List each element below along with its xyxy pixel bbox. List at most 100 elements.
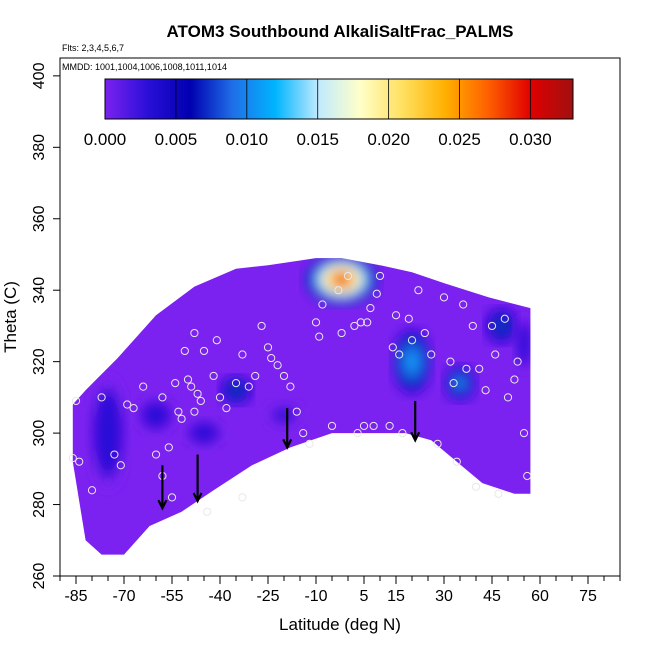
sample-point xyxy=(420,328,429,338)
x-tick-label: 60 xyxy=(531,588,549,605)
value-region xyxy=(136,397,176,434)
value-contour xyxy=(456,379,464,387)
sample-point xyxy=(244,382,253,391)
sample-point xyxy=(404,314,413,323)
sample-point xyxy=(519,429,529,438)
sample-point xyxy=(251,371,260,381)
x-tick-label: -70 xyxy=(112,588,135,605)
colorbar-gradient xyxy=(104,78,574,120)
sample-point xyxy=(350,321,359,331)
x-tick-label: 15 xyxy=(387,588,405,605)
sample-point xyxy=(87,486,97,495)
x-tick-label: -85 xyxy=(64,588,87,605)
sample-point xyxy=(305,439,314,448)
sample-point xyxy=(190,407,199,416)
sample-point xyxy=(75,457,84,466)
x-axis: -85 -70 -55 -40 -25 -10 5 15 30 45 60 75 xyxy=(59,576,621,605)
sample-point xyxy=(433,439,442,448)
y-tick-label: 300 xyxy=(31,420,48,447)
sample-point xyxy=(388,343,397,352)
colorbar-tick-label: 0.030 xyxy=(509,130,552,149)
value-contour xyxy=(522,338,526,350)
y-tick-label: 340 xyxy=(31,277,48,304)
value-contour xyxy=(498,322,505,330)
sample-point xyxy=(391,311,401,320)
arrow-marker xyxy=(282,408,293,450)
heatmap-field xyxy=(72,258,531,555)
value-contour xyxy=(408,355,416,369)
sample-point xyxy=(238,493,247,502)
value-region xyxy=(88,375,128,491)
sample-point xyxy=(180,346,189,356)
sample-point xyxy=(311,318,321,327)
sample-point xyxy=(503,393,513,402)
arrow-marker xyxy=(157,465,168,511)
x-axis-label: Latitude (deg N) xyxy=(279,615,401,634)
sample-point xyxy=(238,350,247,359)
value-region xyxy=(392,329,432,394)
sample-point xyxy=(209,371,218,381)
sample-point xyxy=(446,357,455,366)
sample-point xyxy=(151,450,161,459)
sample-point xyxy=(468,321,477,331)
x-tick-label: -10 xyxy=(304,588,327,605)
sample-point xyxy=(196,396,205,406)
sample-point xyxy=(343,271,353,281)
x-tick-label: -25 xyxy=(256,588,279,605)
sample-point xyxy=(494,489,503,498)
sample-point xyxy=(171,378,180,388)
sample-point xyxy=(372,289,381,298)
y-axis: 260 280 300 320 340 360 380 400 xyxy=(31,62,60,589)
arrow-marker xyxy=(192,454,203,504)
sample-point xyxy=(439,293,449,302)
sample-point xyxy=(510,375,519,384)
sample-point xyxy=(139,382,148,391)
value-contour xyxy=(280,412,288,419)
value-region xyxy=(444,365,476,401)
sample-point xyxy=(222,403,231,413)
sample-point xyxy=(177,414,186,423)
y-tick-label: 260 xyxy=(31,563,48,590)
sample-point xyxy=(167,493,177,502)
sample-point xyxy=(353,429,362,438)
sample-point xyxy=(471,482,481,491)
sample-point xyxy=(513,357,522,366)
sample-point xyxy=(363,318,372,327)
sample-point xyxy=(369,421,378,431)
value-region xyxy=(220,375,252,405)
y-tick-label: 400 xyxy=(31,62,48,89)
value-region xyxy=(514,315,531,373)
value-contour xyxy=(232,387,240,394)
y-tick-label: 380 xyxy=(31,134,48,161)
sample-point xyxy=(267,353,276,363)
sample-point xyxy=(375,271,385,281)
sample-point xyxy=(215,393,225,402)
sample-point xyxy=(523,471,532,481)
sample-point xyxy=(481,386,490,395)
field-blobs xyxy=(88,258,531,491)
sample-point xyxy=(129,403,138,413)
sample-point xyxy=(110,450,119,459)
value-region xyxy=(184,418,224,448)
value-contour xyxy=(200,430,208,436)
x-tick-label: 30 xyxy=(435,588,453,605)
y-tick-label: 320 xyxy=(31,348,48,375)
sample-point xyxy=(487,321,497,331)
sample-point xyxy=(359,421,369,431)
sample-point xyxy=(459,300,468,309)
sample-point xyxy=(395,350,404,359)
sample-point xyxy=(449,378,458,388)
sample-point xyxy=(318,300,327,309)
plot-frame xyxy=(59,57,621,577)
colorbar-tick-label: 0.005 xyxy=(155,130,198,149)
sample-point xyxy=(407,336,417,345)
x-tick-label: 45 xyxy=(483,588,501,605)
colorbar-tick-label: 0.000 xyxy=(84,130,127,149)
sample-point xyxy=(174,407,183,416)
sample-point xyxy=(398,429,407,438)
sample-point xyxy=(356,318,365,327)
sample-point xyxy=(462,364,471,373)
sample-point xyxy=(292,407,301,416)
arrow-markers xyxy=(157,400,421,511)
value-region xyxy=(485,308,518,344)
